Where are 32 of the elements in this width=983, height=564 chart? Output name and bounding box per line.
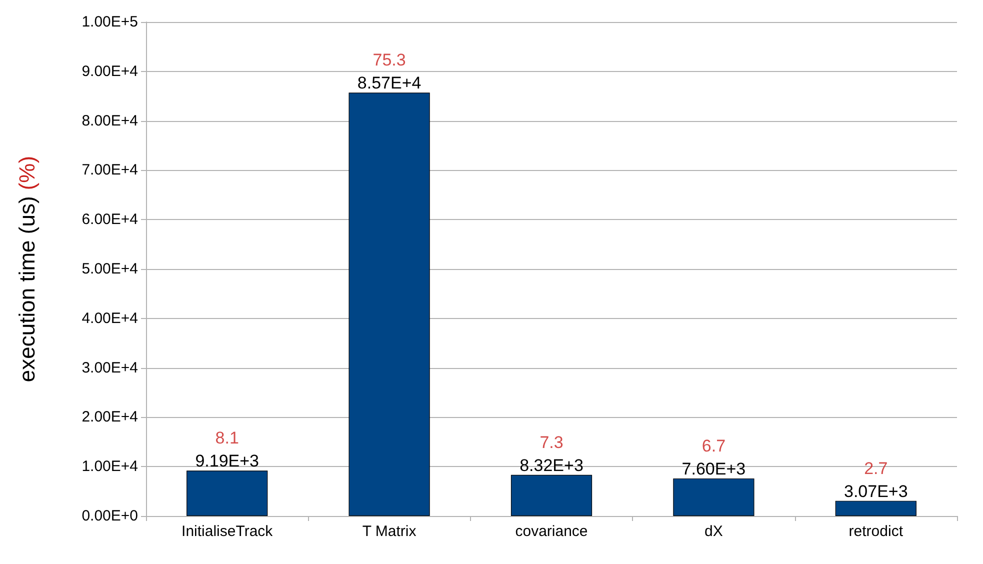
y-tick-label: 9.00E+4 [82, 62, 138, 80]
data-label: 8.32E+3 [520, 456, 584, 475]
bar [186, 470, 268, 516]
y-tick-label: 7.00E+4 [82, 162, 138, 179]
bar [835, 500, 916, 516]
x-tick-label: dX [704, 523, 723, 540]
bar [673, 478, 754, 516]
data-label: 3.07E+3 [844, 482, 908, 501]
y-tick-label: 5.00E+4 [82, 260, 138, 278]
x-tick-label: retrodict [848, 523, 904, 540]
bar [348, 92, 430, 516]
x-tick-label: InitialiseTrack [182, 523, 274, 540]
data-label: 9.19E+3 [195, 452, 260, 471]
y-tick-label: 2.00E+4 [82, 408, 138, 426]
annotation: 8.1 [215, 428, 239, 448]
y-axis-title: execution time (us) (%) [14, 156, 40, 382]
data-label: 7.60E+3 [682, 459, 746, 478]
bar [510, 474, 592, 516]
data-label: 8.57E+4 [357, 74, 422, 93]
y-tick-label: 1.00E+5 [82, 14, 138, 30]
x-tick-label: covariance [515, 523, 588, 540]
y-tick-label: 0.00E+0 [82, 508, 138, 524]
x-tick-label: T Matrix [362, 523, 417, 540]
annotation: 75.3 [372, 50, 406, 70]
y-tick-label: 8.00E+4 [82, 112, 138, 130]
annotation: 6.7 [702, 436, 726, 456]
annotation: 2.7 [864, 458, 888, 478]
y-tick-label: 3.00E+4 [82, 359, 138, 376]
annotation: 7.3 [540, 432, 564, 452]
y-tick-label: 6.00E+4 [82, 211, 138, 228]
y-tick-label: 1.00E+4 [82, 458, 138, 476]
y-tick-label: 4.00E+4 [82, 310, 138, 327]
